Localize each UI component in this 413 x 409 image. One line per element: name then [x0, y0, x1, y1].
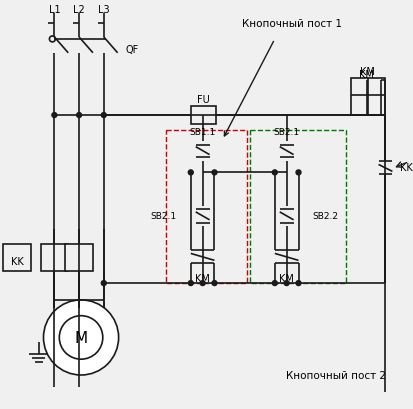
- Text: L1: L1: [48, 5, 60, 15]
- Circle shape: [43, 300, 119, 375]
- Bar: [352, 81, 380, 116]
- Circle shape: [283, 281, 288, 286]
- Text: M: M: [74, 330, 88, 345]
- Circle shape: [101, 113, 106, 118]
- Circle shape: [211, 281, 216, 286]
- Circle shape: [295, 171, 300, 175]
- Circle shape: [188, 171, 193, 175]
- Bar: [40, 244, 68, 272]
- Text: KK: KK: [399, 163, 412, 173]
- Text: KM: KM: [278, 274, 293, 283]
- Circle shape: [76, 113, 81, 118]
- Circle shape: [101, 281, 106, 286]
- Bar: [249, 130, 345, 283]
- Text: L2: L2: [73, 5, 85, 15]
- Text: SB2.1: SB2.1: [273, 128, 299, 137]
- Text: L3: L3: [98, 5, 109, 15]
- Circle shape: [199, 281, 204, 286]
- Bar: [190, 107, 216, 125]
- Text: SB2.2: SB2.2: [311, 212, 337, 221]
- Text: Кнопочный пост 2: Кнопочный пост 2: [285, 370, 385, 380]
- Text: QF: QF: [125, 45, 138, 55]
- Text: FU: FU: [197, 95, 209, 105]
- Circle shape: [188, 281, 193, 286]
- Text: KK: KK: [12, 257, 24, 267]
- Text: KM: KM: [358, 70, 373, 79]
- Text: KM: KM: [195, 274, 209, 283]
- Circle shape: [295, 281, 300, 286]
- Circle shape: [272, 281, 277, 286]
- Text: SB1.1: SB1.1: [189, 128, 215, 137]
- Bar: [350, 79, 385, 116]
- Bar: [65, 244, 93, 272]
- Text: Кнопочный пост 1: Кнопочный пост 1: [241, 19, 341, 29]
- Bar: [166, 130, 247, 283]
- Circle shape: [211, 171, 216, 175]
- Text: KM: KM: [359, 66, 374, 76]
- Circle shape: [52, 113, 57, 118]
- Circle shape: [272, 171, 277, 175]
- Text: SB2.1: SB2.1: [150, 212, 176, 221]
- Bar: [3, 244, 31, 272]
